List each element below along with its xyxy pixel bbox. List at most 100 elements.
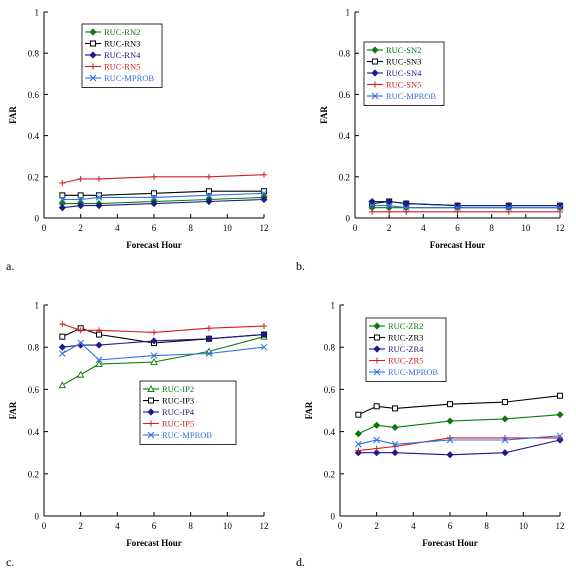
data-point	[391, 423, 399, 431]
y-tick-label: 0.6	[28, 90, 40, 100]
legend-entry: RUC-ZR3	[369, 333, 423, 343]
y-axis-label: FAR	[304, 401, 314, 419]
data-point	[150, 200, 158, 208]
data-point	[95, 194, 103, 201]
legend-label: RUC-RN3	[104, 39, 140, 49]
data-point	[205, 350, 213, 357]
data-point	[59, 192, 66, 199]
y-tick-label: 0.2	[28, 469, 39, 479]
data-point	[453, 202, 462, 210]
y-tick-label: 0	[35, 512, 40, 522]
y-tick-label: 0.4	[28, 427, 40, 437]
series-line	[358, 395, 561, 416]
legend-label: RUC-SN2	[386, 45, 421, 55]
data-point	[392, 405, 398, 412]
panel-label: d.	[296, 555, 305, 569]
series-ruc-mprob	[58, 339, 268, 364]
legend-swatch-marker	[90, 40, 96, 47]
series-line	[62, 342, 265, 361]
panel-label: b.	[296, 259, 305, 273]
y-tick-label: 0.8	[339, 49, 351, 59]
series-line	[358, 435, 561, 445]
legend-entry: RUC-IP2	[143, 384, 194, 394]
data-point	[402, 204, 410, 212]
data-point	[205, 197, 213, 206]
data-point	[95, 356, 103, 364]
data-point	[501, 415, 509, 423]
series-ruc-sn5	[369, 208, 563, 215]
data-point	[260, 343, 268, 351]
x-axis-label: Forecast Hour	[126, 240, 182, 250]
y-axis-label: FAR	[8, 401, 18, 419]
data-point	[556, 432, 564, 440]
legend-swatch-marker	[89, 28, 97, 36]
series-line	[372, 200, 560, 207]
series-ruc-mprob	[368, 202, 564, 212]
data-point	[205, 335, 213, 343]
x-tick-label: 4	[411, 521, 416, 531]
legend-swatch-marker	[147, 385, 155, 392]
data-point	[77, 202, 85, 210]
data-point	[261, 171, 267, 178]
x-axis-label: Forecast Hour	[126, 538, 182, 548]
y-axis-label: FAR	[8, 106, 18, 124]
data-point	[77, 339, 85, 347]
x-tick-label: 12	[260, 223, 269, 233]
y-tick-label: 0.8	[28, 343, 40, 353]
data-point	[58, 381, 67, 389]
data-point	[77, 327, 84, 334]
series-ruc-ip2	[58, 332, 268, 389]
series-ruc-sn4	[368, 197, 564, 210]
legend-label: RUC-SN4	[386, 68, 422, 78]
legend-label: RUC-MPROB	[104, 73, 154, 83]
series-ruc-ip4	[58, 330, 268, 351]
data-point	[206, 188, 212, 195]
y-tick-label: 1	[331, 301, 336, 311]
legend-label: RUC-ZR5	[388, 356, 423, 366]
series-ruc-mprob	[58, 189, 268, 203]
legend-box	[139, 380, 237, 445]
x-tick-label: 10	[521, 223, 531, 233]
data-point	[95, 341, 103, 349]
x-tick-label: 12	[556, 223, 565, 233]
legend-swatch-marker	[373, 368, 381, 376]
data-point	[59, 333, 66, 340]
data-point	[501, 436, 509, 444]
data-point	[402, 200, 410, 208]
data-point	[373, 449, 381, 457]
x-tick-label: 4	[421, 223, 426, 233]
series-ruc-zr3	[355, 392, 563, 418]
legend-label: RUC-IP2	[162, 384, 194, 394]
data-point	[77, 175, 84, 182]
legend-label: RUC-ZR4	[388, 344, 424, 354]
legend-entry: RUC-MPROB	[369, 367, 438, 377]
data-point	[557, 392, 563, 399]
data-point	[505, 202, 513, 210]
legend-entry: RUC-RN3	[85, 39, 140, 49]
legend-label: RUC-IP4	[162, 407, 195, 417]
data-point	[58, 343, 66, 351]
x-tick-label: 4	[115, 223, 120, 233]
data-point	[391, 440, 399, 448]
x-axis-label: Forecast Hour	[422, 538, 478, 548]
data-point	[58, 204, 66, 212]
data-point	[446, 451, 454, 459]
legend-label: RUC-ZR2	[388, 321, 423, 331]
x-tick-label: 0	[42, 223, 47, 233]
x-tick-label: 2	[374, 521, 379, 531]
data-point	[58, 196, 66, 203]
y-tick-label: 0.2	[324, 469, 335, 479]
legend-entry: RUC-IP5	[143, 419, 194, 429]
y-tick-label: 0.6	[324, 385, 336, 395]
series-line	[372, 205, 560, 209]
y-tick-label: 0.6	[28, 385, 40, 395]
data-point	[446, 436, 454, 444]
data-point	[557, 208, 563, 215]
series-line	[62, 192, 265, 201]
x-tick-label: 2	[78, 223, 83, 233]
